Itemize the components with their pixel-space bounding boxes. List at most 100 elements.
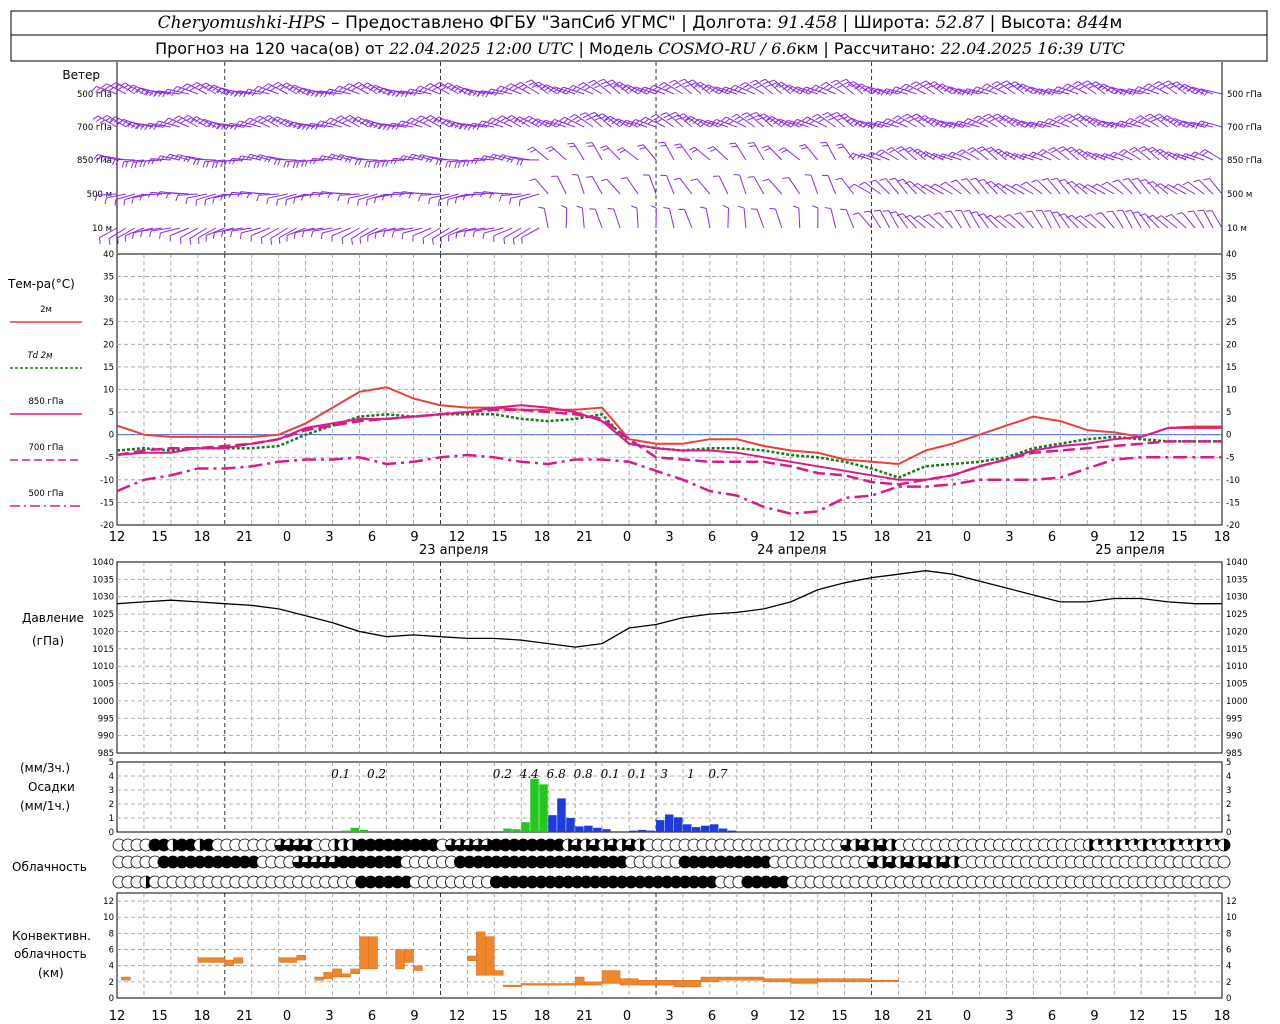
wind-barb-flag <box>409 119 416 124</box>
wind-barb-flag <box>1165 214 1172 218</box>
wind-barb-flag <box>835 143 842 146</box>
wind-barb-shaft <box>312 227 333 232</box>
wind-barb <box>498 193 522 202</box>
wind-barb-flag <box>235 120 240 127</box>
wind-barb <box>1081 80 1106 95</box>
cloud-symbol <box>328 855 342 869</box>
wind-barb-flag <box>711 119 717 125</box>
wind-barb <box>1035 209 1052 229</box>
wind-barb-flag <box>1165 82 1172 87</box>
wind-barb-flag <box>494 120 500 126</box>
wind-barb <box>904 214 926 229</box>
wind-barb-flag <box>960 151 966 156</box>
wind-barb-flag <box>650 205 657 209</box>
wind-barb-shaft <box>1009 214 1025 229</box>
wind-barb-flag <box>1009 81 1016 86</box>
wind-barb-flag <box>1072 81 1079 86</box>
pressure-y-tick: 1035 <box>92 575 114 585</box>
wind-barb <box>1001 80 1025 95</box>
cloud-symbol <box>885 855 899 869</box>
wind-barb-flag <box>439 159 443 166</box>
wind-barb-flag <box>839 113 846 118</box>
wind-barb-flag <box>237 155 242 162</box>
wind-barb <box>738 205 747 229</box>
wind-barb-flag <box>161 122 167 129</box>
wind-barb-flag <box>163 88 168 95</box>
wind-barb-flag <box>113 118 120 123</box>
wind-barb-flag <box>386 89 392 96</box>
wind-barb <box>820 141 837 161</box>
pressure-panel-frame <box>116 561 1223 754</box>
wind-barb-flag <box>498 195 502 202</box>
cloud-fill <box>903 856 916 868</box>
wind-barb-flag <box>314 124 320 131</box>
wind-barb-flag <box>840 78 847 83</box>
wind-barb <box>529 178 549 195</box>
convective-bar <box>817 978 845 983</box>
wind-barb-flag <box>790 122 796 128</box>
wind-barb-flag <box>848 153 854 159</box>
wind-barb-flag <box>690 82 697 86</box>
hour-label: 12 <box>1129 530 1146 545</box>
wind-barb-flag <box>407 153 413 160</box>
wind-barb-flag <box>612 84 619 89</box>
wind-barb-shaft <box>412 227 432 237</box>
wind-barb-shaft <box>955 179 971 195</box>
cloud-fill <box>274 839 287 852</box>
wind-barb-flag <box>549 86 555 92</box>
wind-barb <box>1014 212 1034 229</box>
precip-bar <box>665 814 674 832</box>
wind-barb-flag <box>1092 119 1098 125</box>
wind-barb-flag <box>625 121 631 127</box>
wind-barb-flag <box>857 153 863 159</box>
wind-barb-flag <box>540 119 546 126</box>
wind-barb-shaft <box>712 146 729 161</box>
wind-barb-flag <box>1079 85 1085 90</box>
wind-barb-flag <box>851 83 857 88</box>
convective-y-tick-right: 2 <box>1226 978 1231 988</box>
wind-barb-shaft <box>222 159 243 162</box>
wind-barb <box>889 211 908 229</box>
wind-barb-shaft <box>1064 178 1079 195</box>
wind-barb-flag <box>553 120 559 126</box>
precip-title: Осадки <box>28 780 75 794</box>
convective-panel-frame <box>116 892 1223 999</box>
wind-barb-flag <box>454 86 461 92</box>
wind-barb <box>1176 212 1196 229</box>
wind-barb-flag <box>260 237 263 244</box>
cloud-fill <box>328 856 341 868</box>
wind-barb <box>1003 214 1025 229</box>
wind-barb-flag <box>801 116 808 122</box>
wind-barb-flag <box>812 113 818 118</box>
wind-barb-flag <box>462 194 466 201</box>
convective-y-tick: 4 <box>109 962 114 972</box>
wind-barb-flag <box>211 162 215 169</box>
wind-barb <box>286 227 306 242</box>
wind-barb-flag <box>167 89 172 96</box>
cloud-circle <box>1217 875 1231 889</box>
wind-barb-flag <box>418 87 424 93</box>
wind-barb-flag <box>678 78 685 83</box>
wind-barb-shaft <box>510 193 531 199</box>
wind-barb <box>882 118 908 128</box>
wind-barb-flag <box>391 230 395 238</box>
wind-barb-shaft <box>1128 178 1142 195</box>
cloud-symbol <box>1217 855 1231 869</box>
wind-barb <box>963 118 989 128</box>
wind-barb-shaft <box>187 193 207 199</box>
wind-barb-flag <box>637 144 644 147</box>
wind-barb <box>412 227 432 242</box>
wind-barb <box>327 192 351 199</box>
wind-barb-flag <box>215 87 222 93</box>
wind-barb-flag <box>191 116 197 121</box>
wind-barb-shaft <box>603 78 621 95</box>
cloud-symbol <box>319 855 333 869</box>
wind-barb <box>607 208 621 229</box>
temp-y-tick: 10 <box>103 386 114 396</box>
wind-barb-flag <box>822 112 829 116</box>
wind-barb-flag <box>1033 123 1038 130</box>
wind-barb-flag <box>1084 117 1091 122</box>
wind-barb <box>545 146 567 161</box>
wind-barb-flag <box>420 155 426 161</box>
wind-level-label: 10 м <box>92 224 112 234</box>
